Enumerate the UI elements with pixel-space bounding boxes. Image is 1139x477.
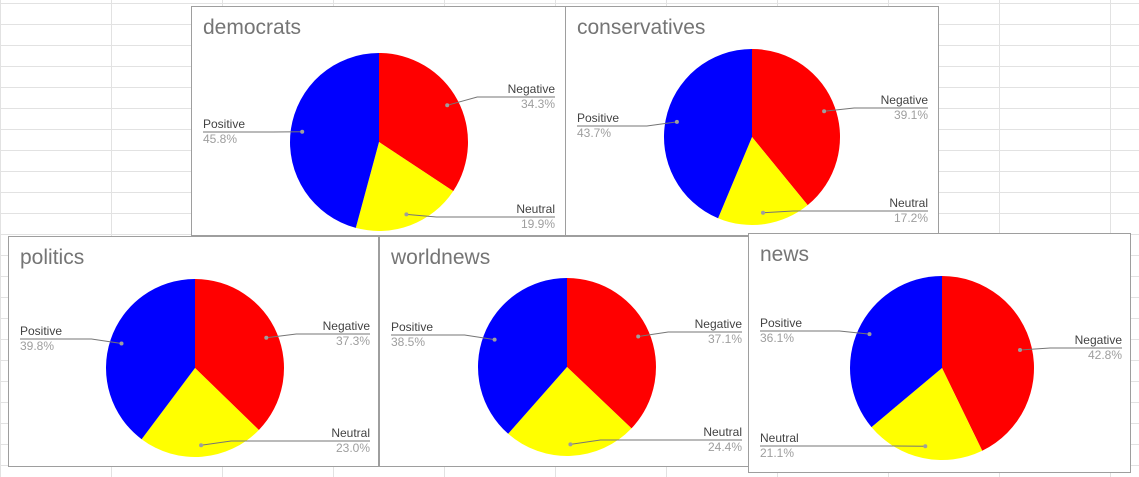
chart-politics[interactable]: Negative 37.3% Neutral 23.0% Positive 39.8% p…: [8, 236, 379, 467]
pie-slice-positive[interactable]: [663, 48, 752, 219]
leader-dot-negative: [445, 103, 450, 108]
chart-title: democrats: [203, 16, 302, 39]
slice-label-neutral: Neutral: [889, 196, 928, 210]
chart-title: news: [760, 243, 810, 266]
pie-slice-neutral[interactable]: [355, 142, 454, 231]
pie-slice-negative[interactable]: [195, 279, 284, 430]
slice-label-positive: Positive: [20, 324, 62, 338]
leader-dot-positive: [119, 341, 124, 346]
slice-label-neutral: Neutral: [516, 202, 555, 216]
chart-worldnews[interactable]: Negative 37.1% Neutral 24.4% Positive 38.5% w…: [379, 236, 749, 467]
slice-label-negative: Negative: [323, 319, 371, 333]
leader-dot-positive: [492, 337, 497, 342]
leader-line-neutral: [570, 439, 742, 445]
leader-line-negative: [824, 107, 928, 112]
leader-dot-neutral: [923, 444, 928, 449]
slice-value-negative: 34.3%: [521, 97, 555, 111]
slice-value-neutral: 19.9%: [521, 217, 555, 231]
slice-value-neutral: 21.1%: [760, 446, 794, 460]
leader-dot-neutral: [199, 443, 204, 448]
slice-value-positive: 43.7%: [577, 126, 611, 140]
chart-title: conservatives: [577, 16, 706, 39]
pie-slice-positive[interactable]: [105, 279, 195, 440]
chart-conservatives[interactable]: Negative 39.1% Neutral 17.2% Positive 43.7% c…: [565, 6, 939, 236]
leader-line-negative: [638, 331, 742, 337]
slice-label-positive: Positive: [577, 111, 619, 125]
slice-value-positive: 45.8%: [203, 132, 237, 146]
leader-dot-negative: [264, 335, 269, 340]
pie-slice-neutral[interactable]: [141, 368, 259, 458]
pie-slice-neutral[interactable]: [718, 137, 808, 226]
pie-slice-neutral[interactable]: [508, 367, 632, 456]
slice-label-negative: Negative: [695, 317, 743, 331]
leader-dot-neutral: [404, 212, 409, 217]
leader-dot-positive: [867, 332, 872, 337]
pie-slice-neutral[interactable]: [871, 368, 983, 461]
leader-dot-negative: [636, 334, 641, 339]
leader-dot-negative: [1018, 348, 1022, 352]
leader-dot-neutral: [568, 442, 573, 447]
leader-line-positive: [577, 121, 677, 127]
leader-line-neutral: [201, 440, 370, 446]
pie-slice-negative[interactable]: [567, 278, 656, 429]
pie-slice-positive[interactable]: [290, 53, 379, 228]
pie-slice-negative[interactable]: [379, 53, 468, 192]
slice-value-positive: 36.1%: [760, 331, 794, 345]
chart-title: worldnews: [391, 246, 491, 269]
slice-label-negative: Negative: [508, 82, 556, 96]
slice-label-negative: Negative: [1075, 333, 1123, 347]
slice-value-neutral: 17.2%: [894, 211, 928, 225]
slice-label-positive: Positive: [203, 117, 245, 131]
chart-news[interactable]: Negative 42.8% Neutral 21.1% Positive 36.1% n…: [748, 233, 1131, 473]
leader-line-negative: [1019, 347, 1122, 351]
slice-label-neutral: Neutral: [703, 425, 742, 439]
slice-value-negative: 42.8%: [1088, 348, 1122, 362]
leader-line-neutral: [406, 213, 555, 218]
pie-slice-positive[interactable]: [477, 278, 567, 434]
chart-title: politics: [20, 246, 85, 269]
slice-value-positive: 39.8%: [20, 339, 54, 353]
slice-value-negative: 39.1%: [894, 108, 928, 122]
slice-value-negative: 37.1%: [708, 332, 742, 346]
slice-label-positive: Positive: [391, 320, 433, 334]
slice-label-neutral: Neutral: [331, 426, 370, 440]
leader-dot-positive: [674, 119, 679, 124]
slice-value-neutral: 23.0%: [336, 441, 370, 455]
pie-slice-negative[interactable]: [752, 49, 841, 206]
leader-line-positive: [391, 334, 495, 341]
slice-label-positive: Positive: [760, 316, 802, 330]
slice-value-negative: 37.3%: [336, 334, 370, 348]
leader-dot-positive: [300, 129, 305, 134]
slice-label-negative: Negative: [881, 93, 929, 107]
pie-slice-positive[interactable]: [849, 276, 942, 428]
slice-value-neutral: 24.4%: [708, 440, 742, 454]
slice-value-positive: 38.5%: [391, 335, 425, 349]
chart-democrats[interactable]: Negative 34.3% Neutral 19.9% Positive 45.8% d…: [191, 6, 566, 236]
leader-line-neutral: [762, 210, 928, 214]
leader-line-negative: [447, 96, 555, 106]
leader-line-negative: [266, 333, 370, 339]
leader-line-positive: [20, 338, 122, 344]
leader-dot-neutral: [761, 210, 765, 215]
slice-label-neutral: Neutral: [760, 431, 799, 445]
pie-slice-negative[interactable]: [942, 276, 1035, 451]
leader-line-positive: [760, 330, 870, 335]
leader-dot-negative: [822, 109, 827, 114]
